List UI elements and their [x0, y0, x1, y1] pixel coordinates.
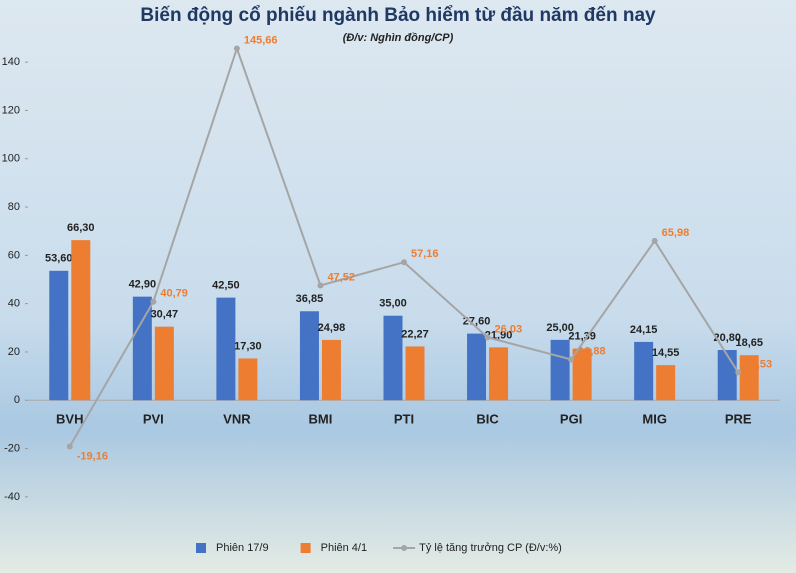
line-point [568, 356, 575, 363]
x-tick-label: PTI [394, 412, 414, 427]
bar [717, 350, 737, 401]
x-tick-label: BIC [476, 412, 499, 427]
x-tick-label: PGI [560, 412, 582, 427]
value-label: 36,85 [296, 293, 324, 305]
value-label: 14,55 [652, 347, 680, 359]
y-tick-label: -20 [4, 442, 20, 454]
bar [467, 333, 487, 401]
line-point [401, 259, 407, 266]
value-label: 22,27 [401, 328, 429, 340]
legend-label: Tỷ lệ tăng trưởng CP (Đ/v:%) [419, 542, 562, 554]
value-label: 35,00 [379, 298, 407, 310]
bar [383, 315, 403, 401]
line-point [651, 237, 658, 244]
y-tick-label: 60 [8, 249, 20, 261]
legend-swatch [401, 545, 408, 551]
value-label: 30,47 [151, 309, 179, 321]
legend-label: Phiên 17/9 [216, 542, 269, 554]
y-tick-label: 140 [2, 56, 20, 68]
y-tick-label: 20 [8, 346, 20, 358]
line-value-label: 65,98 [662, 227, 690, 239]
line-point [66, 443, 73, 450]
bar [299, 311, 319, 401]
line-value-label: 11,53 [745, 358, 772, 370]
value-label: 24,15 [630, 324, 658, 336]
value-label: 53,60 [45, 253, 73, 265]
bar [405, 346, 425, 401]
line-point [150, 298, 157, 305]
bar [550, 339, 570, 401]
y-tick-label: -40 [4, 491, 20, 503]
bar [71, 240, 91, 401]
line-value-label: -19,16 [77, 450, 108, 462]
bar [489, 347, 509, 401]
legend-swatch [300, 543, 311, 553]
bar [572, 348, 592, 401]
bar [216, 297, 236, 401]
chart-subtitle: (Đ/v: Nghìn đồng/CP) [343, 32, 454, 44]
value-label: 18,65 [735, 337, 763, 349]
line-point [484, 334, 491, 341]
bar [321, 339, 341, 401]
line-point [735, 369, 742, 376]
x-tick-label: MIG [642, 412, 667, 427]
bar [132, 296, 152, 401]
x-tick-label: PVI [143, 412, 164, 427]
x-tick-label: VNR [223, 412, 251, 427]
value-label: 42,90 [129, 279, 157, 291]
bar [49, 270, 69, 401]
bar [154, 326, 174, 401]
value-label: 25,00 [546, 322, 574, 334]
line-point [233, 45, 240, 52]
y-tick-label: 80 [8, 201, 20, 213]
y-tick-label: 100 [2, 153, 20, 165]
value-label: 17,30 [234, 340, 262, 352]
line-value-label: 16,88 [578, 345, 606, 357]
bar [238, 358, 258, 401]
line-value-label: 47,52 [327, 271, 355, 283]
y-tick-label: 0 [14, 394, 20, 406]
y-tick-label: 40 [8, 298, 20, 310]
y-tick-label: 120 [2, 104, 20, 116]
x-tick-label: BMI [309, 412, 333, 427]
line-value-label: 145,66 [244, 34, 278, 46]
value-label: 20,80 [713, 332, 741, 344]
line-point [317, 282, 324, 289]
value-label: 24,98 [318, 322, 346, 334]
line-value-label: 40,79 [160, 288, 188, 300]
x-tick-label: BVH [56, 412, 83, 427]
line-value-label: 26,03 [495, 323, 523, 335]
value-label: 21,39 [568, 330, 596, 342]
value-label: 66,30 [67, 222, 95, 234]
legend-label: Phiên 4/1 [321, 542, 367, 554]
bar [739, 355, 759, 401]
legend-swatch [196, 543, 206, 553]
bar [656, 365, 676, 401]
value-label: 42,50 [212, 280, 240, 292]
x-tick-label: PRE [725, 412, 752, 427]
bar [634, 341, 654, 401]
chart-title: Biến động cổ phiếu ngành Bảo hiểm từ đầu… [140, 5, 656, 26]
line-value-label: 57,16 [411, 248, 439, 260]
value-label: 27,60 [463, 316, 491, 328]
